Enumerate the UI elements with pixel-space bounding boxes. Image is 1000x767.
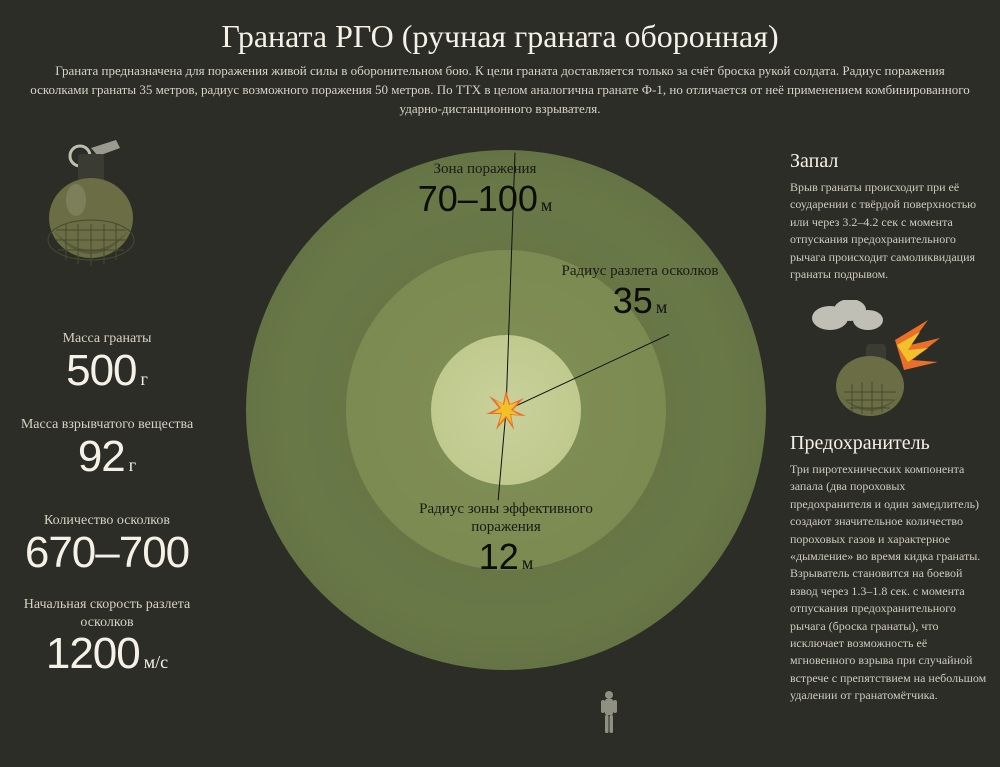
callout-label: Радиус разлета осколков — [560, 262, 720, 280]
callout-unit: м — [522, 553, 533, 573]
stat-value: 500 — [66, 346, 136, 395]
callout-inner: Радиус зоны эффективного поражения 12м — [406, 500, 606, 578]
stat-velocity: Начальная скорость разлета осколков 1200… — [12, 596, 202, 677]
section-fuze: Запал Врыв гранаты происходит при её соу… — [790, 150, 990, 283]
callout-label: Зона поражения — [385, 160, 585, 178]
section-heading: Предохранитель — [790, 432, 990, 455]
grenade-illustration — [36, 140, 146, 290]
callout-outer: Зона поражения 70–100м — [385, 160, 585, 220]
intro-paragraph: Граната предназначена для поражения живо… — [30, 62, 970, 119]
callout-value: 35 — [613, 280, 653, 321]
section-body: Врыв гранаты происходит при её соударени… — [790, 179, 990, 283]
callout-unit: м — [656, 297, 667, 317]
callout-value: 70–100 — [418, 178, 538, 219]
soldier-silhouette-icon — [598, 690, 620, 734]
section-body: Три пиротехнических компонента запала (д… — [790, 461, 990, 704]
grenade-exploding-illustration — [800, 300, 940, 420]
stat-explosive: Масса взрывчатого вещества 92г — [12, 416, 202, 480]
callout-value: 12 — [479, 536, 519, 577]
stat-unit: м/с — [144, 652, 168, 672]
page-title: Граната РГО (ручная граната оборонная) — [0, 18, 1000, 55]
section-heading: Запал — [790, 150, 990, 173]
stat-value: 670–700 — [25, 528, 189, 577]
callout-label: Радиус зоны эффективного поражения — [406, 500, 606, 536]
callout-unit: м — [541, 195, 552, 215]
stat-unit: г — [141, 369, 148, 389]
stat-value: 92 — [78, 432, 125, 481]
stat-unit: г — [129, 455, 136, 475]
stat-mass: Масса гранаты 500г — [12, 330, 202, 394]
stat-label: Начальная скорость разлета осколков — [12, 596, 202, 631]
section-safety: Предохранитель Три пиротехнических компо… — [790, 432, 990, 704]
callout-middle: Радиус разлета осколков 35м — [560, 262, 720, 322]
stat-fragments: Количество осколков 670–700 — [12, 512, 202, 576]
stat-value: 1200 — [46, 629, 140, 678]
